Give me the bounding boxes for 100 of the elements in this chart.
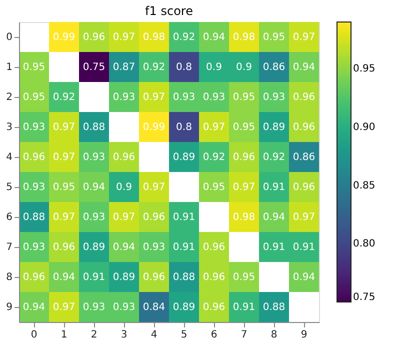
data-label: 0.97	[112, 32, 136, 43]
data-label: 0.89	[82, 242, 106, 253]
data-label: 0.93	[22, 242, 46, 253]
data-label: 0.97	[52, 212, 76, 223]
data-label: 0.97	[52, 302, 76, 313]
data-label: 0.94	[82, 182, 106, 193]
data-label: 0.97	[292, 212, 316, 223]
data-label: 0.96	[202, 302, 226, 313]
data-label: 0.91	[172, 242, 196, 253]
data-label: 0.95	[22, 62, 46, 73]
data-label: 0.93	[22, 122, 46, 133]
y-tick-label: 3	[6, 122, 12, 133]
data-label: 0.93	[142, 242, 166, 253]
data-label: 0.91	[262, 182, 286, 193]
data-label: 0.9	[206, 62, 222, 73]
chart-title: f1 score	[145, 4, 193, 18]
data-label: 0.93	[82, 302, 106, 313]
data-label: 0.96	[202, 272, 226, 283]
data-label: 0.97	[292, 32, 316, 43]
data-label: 0.93	[82, 212, 106, 223]
data-label: 0.93	[112, 302, 136, 313]
data-label: 0.95	[232, 92, 256, 103]
data-label: 0.89	[172, 302, 196, 313]
data-label: 0.98	[232, 212, 256, 223]
data-label: 0.96	[82, 32, 106, 43]
y-tick-label: 6	[6, 212, 12, 223]
y-tick-label: 5	[6, 182, 12, 193]
data-label: 0.84	[142, 302, 166, 313]
data-label: 0.95	[22, 92, 46, 103]
data-label: 0.88	[172, 272, 196, 283]
x-tick-label: 5	[180, 330, 188, 340]
x-tick-label: 3	[120, 330, 128, 340]
data-label: 0.87	[112, 62, 136, 73]
data-label: 0.97	[142, 92, 166, 103]
data-label: 0.9	[116, 182, 132, 193]
data-label: 0.93	[172, 92, 196, 103]
data-label: 0.91	[232, 302, 256, 313]
data-label: 0.97	[232, 182, 256, 193]
y-tick-label: 9	[6, 302, 12, 313]
data-label: 0.95	[232, 122, 256, 133]
x-tick-label: 1	[60, 330, 68, 340]
color-bar-label: 0.95	[353, 64, 376, 75]
y-tick-label: 4	[6, 152, 12, 163]
data-label: 0.96	[112, 152, 136, 163]
data-label: 0.96	[142, 212, 166, 223]
x-tick-label: 7	[240, 330, 248, 340]
y-tick-label: 0	[6, 32, 12, 43]
data-label: 0.97	[112, 212, 136, 223]
data-label: 0.97	[52, 152, 76, 163]
data-label: 0.88	[82, 122, 106, 133]
data-label: 0.96	[292, 122, 316, 133]
data-label: 0.96	[232, 152, 256, 163]
y-tick-label: 7	[6, 242, 12, 253]
data-label: 0.97	[202, 122, 226, 133]
data-label: 0.88	[22, 212, 46, 223]
data-label: 0.94	[262, 212, 286, 223]
data-label: 0.96	[292, 182, 316, 193]
data-label: 0.91	[82, 272, 106, 283]
color-bar-label: 0.75	[353, 292, 376, 303]
x-tick-label: 0	[30, 330, 38, 340]
data-label: 0.94	[22, 302, 46, 313]
data-label: 0.92	[142, 62, 166, 73]
data-label: 0.92	[52, 92, 76, 103]
data-label: 0.88	[262, 302, 286, 313]
data-label: 0.9	[236, 62, 252, 73]
data-label: 0.99	[52, 32, 76, 43]
data-label: 0.94	[292, 272, 316, 283]
data-label: 0.99	[142, 122, 166, 133]
x-tick-label: 9	[300, 330, 308, 340]
data-label: 0.93	[82, 152, 106, 163]
color-bar-label: 0.80	[353, 238, 376, 250]
data-label: 0.96	[22, 152, 46, 163]
data-label: 0.89	[112, 272, 136, 283]
data-label: 0.93	[22, 182, 46, 193]
data-label: 0.97	[52, 122, 76, 133]
data-label: 0.96	[292, 92, 316, 103]
data-label: 0.89	[262, 122, 286, 133]
data-label: 0.95	[232, 272, 256, 283]
data-label: 0.91	[262, 242, 286, 253]
data-label: 0.95	[262, 32, 286, 43]
data-label: 0.8	[176, 122, 192, 133]
data-label: 0.91	[292, 242, 316, 253]
data-label: 0.92	[172, 32, 196, 43]
data-label: 0.96	[202, 242, 226, 253]
data-label: 0.93	[262, 92, 286, 103]
data-label: 0.96	[142, 272, 166, 283]
x-tick-label: 8	[270, 330, 278, 340]
data-label: 0.98	[142, 32, 166, 43]
data-label: 0.96	[52, 242, 76, 253]
data-label: 0.86	[262, 62, 286, 73]
data-label: 0.96	[22, 272, 46, 283]
data-label: 0.92	[202, 152, 226, 163]
color-bar-label: 0.90	[353, 122, 376, 133]
y-tick-label: 2	[6, 92, 12, 103]
data-label: 0.94	[292, 62, 316, 73]
data-label: 0.94	[52, 272, 76, 283]
data-label: 0.94	[112, 242, 136, 253]
x-tick-label: 4	[150, 330, 158, 340]
data-label: 0.75	[82, 62, 106, 73]
data-label: 0.92	[262, 152, 286, 163]
